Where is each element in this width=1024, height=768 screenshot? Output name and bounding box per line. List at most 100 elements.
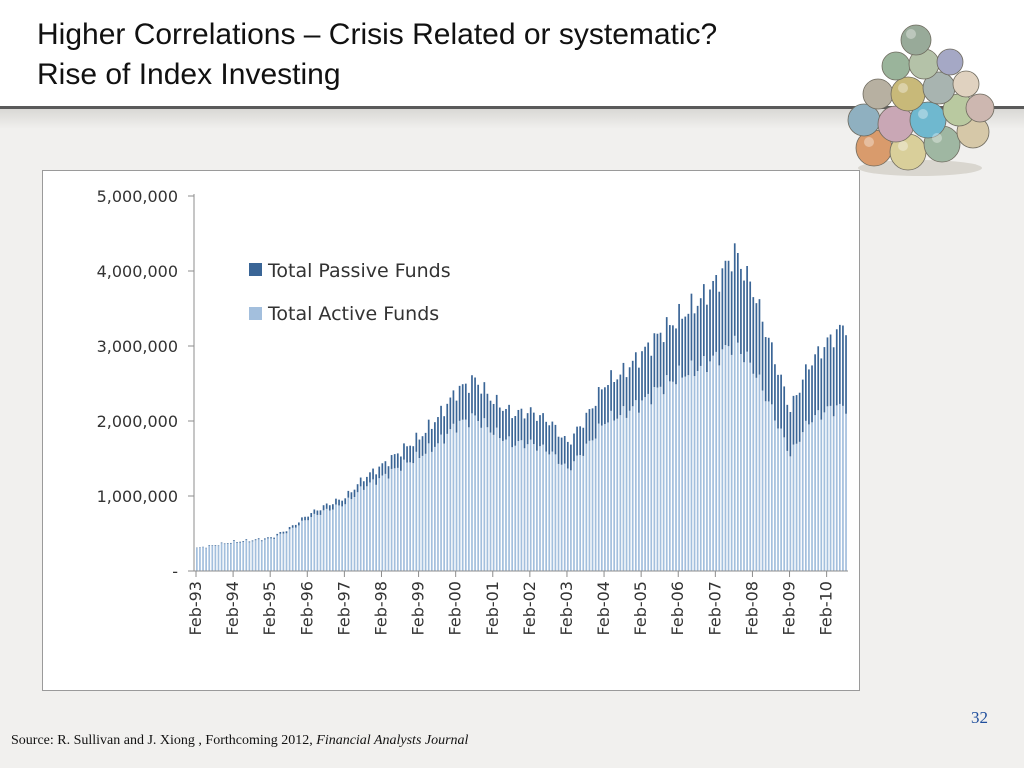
bar-active bbox=[412, 463, 415, 571]
bar-passive bbox=[282, 531, 285, 534]
bar-active bbox=[400, 470, 402, 571]
bar-passive bbox=[362, 481, 365, 490]
bar-passive bbox=[622, 362, 625, 407]
bar-active bbox=[780, 428, 782, 571]
bar-active bbox=[777, 428, 779, 571]
bar-active bbox=[672, 381, 674, 571]
bar-active bbox=[817, 410, 820, 571]
bar-passive bbox=[582, 427, 585, 456]
bar-active bbox=[223, 544, 226, 571]
bar-passive bbox=[665, 317, 668, 376]
bar-active bbox=[613, 420, 616, 571]
bar-passive bbox=[687, 313, 690, 376]
bar-passive bbox=[557, 436, 560, 464]
bar-passive bbox=[464, 383, 467, 420]
bar-active bbox=[594, 438, 597, 571]
bar-active bbox=[313, 513, 316, 571]
bar-passive bbox=[356, 484, 359, 493]
bar-passive bbox=[211, 545, 214, 546]
bar-passive bbox=[498, 407, 501, 439]
x-tick-label: Feb-98 bbox=[371, 581, 390, 635]
bar-active bbox=[350, 499, 353, 571]
bar-active bbox=[384, 473, 387, 571]
bar-active bbox=[387, 478, 390, 571]
bar-active bbox=[631, 406, 634, 571]
bar-passive bbox=[576, 426, 578, 456]
bar-active bbox=[393, 468, 396, 571]
bar-active bbox=[600, 425, 603, 571]
bar-passive bbox=[604, 387, 606, 425]
bar-passive bbox=[424, 432, 427, 454]
bar-passive bbox=[276, 533, 279, 536]
bar-active bbox=[647, 393, 650, 571]
bar-active bbox=[514, 445, 517, 571]
bar-passive bbox=[254, 539, 257, 541]
bar-passive bbox=[372, 468, 374, 480]
bar-active bbox=[217, 546, 220, 571]
bar-active bbox=[755, 377, 758, 571]
bar-passive bbox=[675, 328, 677, 385]
bar-active bbox=[440, 434, 442, 571]
bar-active bbox=[829, 405, 832, 571]
bar-active bbox=[715, 351, 718, 571]
bar-passive bbox=[245, 539, 248, 541]
bar-active bbox=[678, 365, 680, 571]
bar-passive bbox=[752, 297, 755, 374]
bar-passive bbox=[338, 499, 340, 506]
bar-active bbox=[767, 401, 770, 571]
bar-passive bbox=[239, 541, 241, 543]
bar-passive bbox=[418, 439, 421, 459]
bar-active bbox=[492, 434, 495, 571]
bar-active bbox=[452, 423, 455, 571]
bar-passive bbox=[789, 411, 792, 457]
bar-passive bbox=[600, 389, 603, 426]
bar-active bbox=[573, 461, 575, 571]
bar-active bbox=[471, 413, 473, 571]
bar-active bbox=[814, 415, 816, 571]
bar-passive bbox=[681, 318, 684, 378]
bar-active bbox=[820, 419, 823, 571]
bar-active bbox=[607, 422, 609, 571]
bar-passive bbox=[403, 443, 405, 460]
bar-active bbox=[508, 436, 510, 571]
bar-active bbox=[285, 533, 288, 571]
bar-active bbox=[758, 374, 761, 571]
bar-passive bbox=[678, 303, 680, 366]
bar-passive bbox=[400, 456, 402, 471]
bar-passive bbox=[375, 474, 377, 485]
bar-active bbox=[576, 455, 578, 571]
bar-active bbox=[511, 447, 514, 571]
bar-active bbox=[502, 440, 504, 571]
bar-active bbox=[718, 365, 721, 571]
x-tick-label: Feb-99 bbox=[409, 581, 428, 635]
bar-active bbox=[226, 543, 229, 571]
bar-active bbox=[276, 535, 279, 571]
bar-active bbox=[659, 386, 662, 571]
legend-swatch-active bbox=[249, 307, 262, 320]
bar-passive bbox=[634, 352, 637, 401]
bar-active bbox=[696, 371, 699, 571]
x-tick-label: Feb-03 bbox=[557, 581, 576, 635]
bar-passive bbox=[755, 303, 758, 378]
bar-active bbox=[650, 404, 653, 571]
page-number: 32 bbox=[971, 708, 988, 727]
bar-active bbox=[230, 543, 232, 571]
bar-passive bbox=[758, 299, 761, 375]
bar-active bbox=[597, 423, 600, 571]
bar-active bbox=[551, 451, 554, 571]
bar-passive bbox=[223, 543, 226, 545]
bar-active bbox=[641, 400, 643, 571]
legend-swatch-passive bbox=[249, 263, 262, 276]
bar-active bbox=[434, 446, 436, 571]
bar-passive bbox=[242, 541, 245, 542]
bar-passive bbox=[767, 337, 770, 402]
bar-active bbox=[604, 424, 606, 571]
bar-passive bbox=[347, 490, 350, 498]
bar-passive bbox=[647, 342, 650, 394]
bar-active bbox=[282, 533, 285, 571]
bar-active bbox=[273, 538, 275, 571]
bar-active bbox=[579, 455, 582, 571]
bar-active bbox=[752, 373, 755, 571]
bar-active bbox=[523, 448, 526, 571]
bar-passive bbox=[353, 489, 356, 497]
